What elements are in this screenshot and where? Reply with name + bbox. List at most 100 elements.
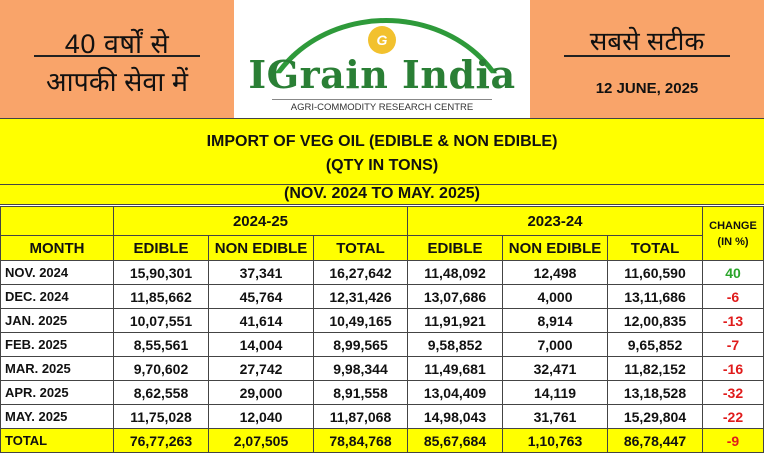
month-cell: JAN. 2025 bbox=[0, 308, 114, 333]
non-edible-a-cell: 37,341 bbox=[208, 260, 314, 285]
edible-a-cell: 11,85,662 bbox=[113, 284, 209, 309]
change-header-line2: (IN %) bbox=[717, 235, 749, 248]
non-edible-a-cell: 12,040 bbox=[208, 404, 314, 429]
edible-header-b: EDIBLE bbox=[407, 235, 503, 261]
edible-b-cell: 13,07,686 bbox=[407, 284, 503, 309]
change-cell: 40 bbox=[702, 260, 764, 285]
total-edible-b: 85,67,684 bbox=[407, 428, 503, 453]
edible-a-cell: 11,75,028 bbox=[113, 404, 209, 429]
edible-header-a: EDIBLE bbox=[113, 235, 209, 261]
total-non-edible-b: 1,10,763 bbox=[502, 428, 608, 453]
total-header-b: TOTAL bbox=[607, 235, 703, 261]
total-row-label: TOTAL bbox=[0, 428, 114, 453]
edible-b-cell: 9,58,852 bbox=[407, 332, 503, 357]
year-header-2023-24: 2023-24 bbox=[407, 206, 703, 236]
total-non-edible-a: 2,07,505 bbox=[208, 428, 314, 453]
change-cell: -32 bbox=[702, 380, 764, 405]
table-row: NOV. 2024 15,90,301 37,341 16,27,642 11,48,0… bbox=[0, 260, 764, 285]
change-header-line1: CHANGE bbox=[709, 219, 757, 232]
total-a-cell: 16,27,642 bbox=[313, 260, 408, 285]
total-total-a: 78,84,768 bbox=[313, 428, 408, 453]
total-b-cell: 11,60,590 bbox=[607, 260, 703, 285]
non-edible-a-cell: 27,742 bbox=[208, 356, 314, 381]
header-left-line2: आपकी सेवा में bbox=[45, 67, 189, 97]
logo-subtitle: AGRI-COMMODITY RESEARCH CENTRE bbox=[272, 99, 492, 113]
month-cell: FEB. 2025 bbox=[0, 332, 114, 357]
total-a-cell: 8,99,565 bbox=[313, 332, 408, 357]
total-edible-a: 76,77,263 bbox=[113, 428, 209, 453]
year-header-2024-25: 2024-25 bbox=[113, 206, 408, 236]
total-a-cell: 9,98,344 bbox=[313, 356, 408, 381]
month-cell: APR. 2025 bbox=[0, 380, 114, 405]
non-edible-b-cell: 14,119 bbox=[502, 380, 608, 405]
non-edible-b-cell: 32,471 bbox=[502, 356, 608, 381]
total-b-cell: 9,65,852 bbox=[607, 332, 703, 357]
total-b-cell: 15,29,804 bbox=[607, 404, 703, 429]
report-title-block: IMPORT OF VEG OIL (EDIBLE & NON EDIBLE) … bbox=[0, 118, 764, 205]
non-edible-header-b: NON EDIBLE bbox=[502, 235, 608, 261]
change-cell: -22 bbox=[702, 404, 764, 429]
logo-name: IGrain India bbox=[248, 52, 516, 97]
edible-b-cell: 13,04,409 bbox=[407, 380, 503, 405]
non-edible-b-cell: 4,000 bbox=[502, 284, 608, 309]
change-cell: -16 bbox=[702, 356, 764, 381]
edible-b-cell: 11,91,921 bbox=[407, 308, 503, 333]
change-cell: -6 bbox=[702, 284, 764, 309]
month-cell: MAR. 2025 bbox=[0, 356, 114, 381]
report-title: IMPORT OF VEG OIL (EDIBLE & NON EDIBLE) bbox=[206, 133, 558, 150]
edible-b-cell: 11,49,681 bbox=[407, 356, 503, 381]
report-unit: (QTY IN TONS) bbox=[325, 157, 439, 174]
change-header: CHANGE (IN %) bbox=[702, 206, 764, 261]
non-edible-a-cell: 29,000 bbox=[208, 380, 314, 405]
igrain-logo: G IGrain India AGRI-COMMODITY RESEARCH C… bbox=[234, 0, 530, 118]
table-row: MAY. 2025 11,75,028 12,040 11,87,068 14,98,0… bbox=[0, 404, 764, 429]
non-edible-b-cell: 12,498 bbox=[502, 260, 608, 285]
report-date: 12 JUNE, 2025 bbox=[595, 80, 699, 97]
edible-a-cell: 15,90,301 bbox=[113, 260, 209, 285]
total-a-cell: 11,87,068 bbox=[313, 404, 408, 429]
total-b-cell: 13,18,528 bbox=[607, 380, 703, 405]
non-edible-a-cell: 14,004 bbox=[208, 332, 314, 357]
total-a-cell: 8,91,558 bbox=[313, 380, 408, 405]
report-period: (NOV. 2024 TO MAY. 2025) bbox=[0, 184, 764, 205]
non-edible-b-cell: 8,914 bbox=[502, 308, 608, 333]
total-header-a: TOTAL bbox=[313, 235, 408, 261]
edible-a-cell: 8,55,561 bbox=[113, 332, 209, 357]
table-row: MAR. 2025 9,70,602 27,742 9,98,344 11,49,681… bbox=[0, 356, 764, 381]
header-left-banner: 40 वर्षों से आपकी सेवा में bbox=[0, 0, 234, 118]
non-edible-a-cell: 45,764 bbox=[208, 284, 314, 309]
non-edible-b-cell: 7,000 bbox=[502, 332, 608, 357]
total-b-cell: 11,82,152 bbox=[607, 356, 703, 381]
non-edible-header-a: NON EDIBLE bbox=[208, 235, 314, 261]
import-table: 2024-25 2023-24 CHANGE (IN %) MONTH EDIB… bbox=[0, 206, 764, 453]
edible-a-cell: 10,07,551 bbox=[113, 308, 209, 333]
edible-b-cell: 14,98,043 bbox=[407, 404, 503, 429]
month-cell: DEC. 2024 bbox=[0, 284, 114, 309]
month-header: MONTH bbox=[0, 235, 114, 261]
table-row: JAN. 2025 10,07,551 41,614 10,49,165 11,91,9… bbox=[0, 308, 764, 333]
table-row: FEB. 2025 8,55,561 14,004 8,99,565 9,58,852 7… bbox=[0, 332, 764, 357]
header-right-divider bbox=[564, 55, 730, 57]
edible-a-cell: 8,62,558 bbox=[113, 380, 209, 405]
change-cell: -7 bbox=[702, 332, 764, 357]
logo-seed-icon: G bbox=[368, 26, 396, 54]
edible-b-cell: 11,48,092 bbox=[407, 260, 503, 285]
total-a-cell: 12,31,426 bbox=[313, 284, 408, 309]
change-cell: -13 bbox=[702, 308, 764, 333]
edible-a-cell: 9,70,602 bbox=[113, 356, 209, 381]
total-change: -9 bbox=[702, 428, 764, 453]
blank-header bbox=[0, 206, 114, 236]
total-total-b: 86,78,447 bbox=[607, 428, 703, 453]
non-edible-a-cell: 41,614 bbox=[208, 308, 314, 333]
table-row: APR. 2025 8,62,558 29,000 8,91,558 13,04,409… bbox=[0, 380, 764, 405]
header-left-divider bbox=[34, 55, 200, 57]
month-cell: NOV. 2024 bbox=[0, 260, 114, 285]
total-a-cell: 10,49,165 bbox=[313, 308, 408, 333]
header-right-banner: सबसे सटीक 12 JUNE, 2025 bbox=[530, 0, 764, 118]
header-left-line1: 40 वर्षों से bbox=[64, 29, 170, 59]
table-row: DEC. 2024 11,85,662 45,764 12,31,426 13,07,6… bbox=[0, 284, 764, 309]
total-b-cell: 13,11,686 bbox=[607, 284, 703, 309]
header-tagline: सबसे सटीक bbox=[589, 26, 705, 56]
total-b-cell: 12,00,835 bbox=[607, 308, 703, 333]
non-edible-b-cell: 31,761 bbox=[502, 404, 608, 429]
